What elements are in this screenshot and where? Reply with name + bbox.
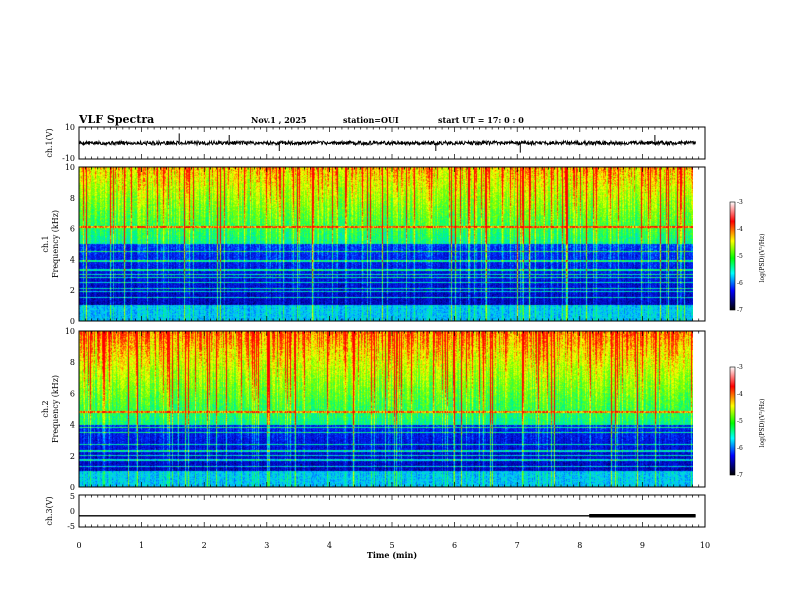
ch1-waveform-panel: 10 -10 ch.1(V) (45, 123, 706, 163)
time-tick-7: 7 (515, 541, 520, 550)
ch1-freq-tick-labels: 0 2 4 6 8 10 (65, 163, 75, 326)
start-time-label: start UT = 17: 0 : 0 (438, 115, 524, 125)
ch1-channel-label: ch.1Frequency (kHz) (41, 210, 60, 278)
ch1-freq-tick-8: 8 (70, 194, 75, 203)
ch2-freq-tick-8: 8 (70, 358, 75, 367)
ch1-freq-tick-0: 0 (70, 317, 75, 326)
cb2-tick-m5: -5 (737, 418, 743, 425)
cb2-tick-m6: -6 (737, 445, 743, 452)
cb1-tick-m3: -3 (737, 199, 743, 206)
ch2-freq-tick-6: 6 (70, 389, 75, 398)
colorbar-ch2-gradient (729, 366, 736, 476)
time-tick-3: 3 (264, 541, 269, 550)
time-tick-6: 6 (452, 541, 457, 550)
ch2-spectrogram-image (79, 331, 693, 487)
time-tick-0: 0 (76, 541, 81, 550)
ch1-ytick-bottom: -10 (62, 154, 75, 163)
ch1-freq-tick-2: 2 (70, 286, 75, 295)
ch2-spectrogram-ticks (78, 331, 706, 487)
cb2-tick-m3: -3 (737, 364, 743, 371)
time-tick-4: 4 (327, 541, 332, 550)
ch2-freq-tick-10: 10 (65, 327, 75, 336)
cb2-tick-m4: -4 (737, 391, 743, 398)
ch1-spectrogram-image (79, 167, 693, 321)
cb2-tick-m7: -7 (737, 472, 743, 479)
colorbar-ch1-label: log(PSD)(V²/Hz) (759, 234, 766, 283)
colorbar-ch1: -3 -4 -5 -6 -7 log(PSD)(V²/Hz) (729, 199, 766, 314)
ch2-freq-tick-labels: 0 2 4 6 8 10 (65, 327, 75, 492)
figure-title: VLF Spectra (78, 113, 154, 126)
station-label: station=OUI (343, 115, 399, 125)
colorbar-ch2: -3 -4 -5 -6 -7 log(PSD)(V²/Hz) (729, 364, 766, 479)
ch2-freq-tick-0: 0 (70, 483, 75, 492)
ch1-freq-tick-4: 4 (70, 255, 75, 264)
time-tick-9: 9 (640, 541, 645, 550)
cb1-tick-m4: -4 (737, 226, 743, 233)
time-tick-2: 2 (202, 541, 207, 550)
ch3-ylabel: ch.3(V) (45, 496, 54, 525)
ch3-frame (78, 494, 706, 528)
ch1-waveform-ticks (78, 127, 706, 159)
colorbar-ch1-ticks: -3 -4 -5 -6 -7 (737, 199, 743, 314)
ch1-waveform-line (78, 133, 696, 153)
cb1-tick-m5: -5 (737, 253, 743, 260)
time-axis-label: Time (min) (367, 550, 417, 560)
date-label: Nov.1 , 2025 (251, 115, 306, 125)
colorbar-ch1-gradient (729, 201, 736, 311)
ch3-panel: 5 0 -5 ch.3(V) (45, 492, 706, 531)
time-tick-5: 5 (389, 541, 394, 550)
colorbar-ch2-ticks: -3 -4 -5 -6 -7 (737, 364, 743, 479)
time-tick-1: 1 (139, 541, 144, 550)
ch1-ytick-top: 10 (65, 123, 75, 132)
time-tick-8: 8 (577, 541, 582, 550)
ch1-freq-tick-10: 10 (65, 163, 75, 172)
ch3-ytick-bottom: -5 (67, 522, 75, 531)
time-axis-tick-labels: 0 1 2 3 4 5 6 7 8 9 10 (76, 541, 710, 550)
cb1-tick-m6: -6 (737, 280, 743, 287)
cb1-tick-m7: -7 (737, 307, 743, 314)
ch1-spectrogram-panel: 0 2 4 6 8 10 ch.1Frequency (kHz) (41, 163, 706, 326)
ch2-freq-tick-2: 2 (70, 452, 75, 461)
ch2-freq-tick-4: 4 (70, 421, 75, 430)
ch3-ytick-mid: 0 (70, 507, 75, 516)
ch1-freq-tick-6: 6 (70, 225, 75, 234)
ch1-spectrogram-ticks (78, 167, 706, 321)
ch3-ytick-top: 5 (70, 492, 75, 501)
time-tick-10: 10 (700, 541, 710, 550)
ch3-ticks (78, 495, 706, 527)
ch1-ylabel: ch.1(V) (45, 128, 54, 157)
colorbar-ch2-label: log(PSD)(V²/Hz) (759, 399, 766, 448)
ch2-channel-label: ch.2Frequency (kHz) (41, 375, 60, 443)
ch2-spectrogram-panel: 0 2 4 6 8 10 ch.2Frequency (kHz) (41, 327, 706, 492)
